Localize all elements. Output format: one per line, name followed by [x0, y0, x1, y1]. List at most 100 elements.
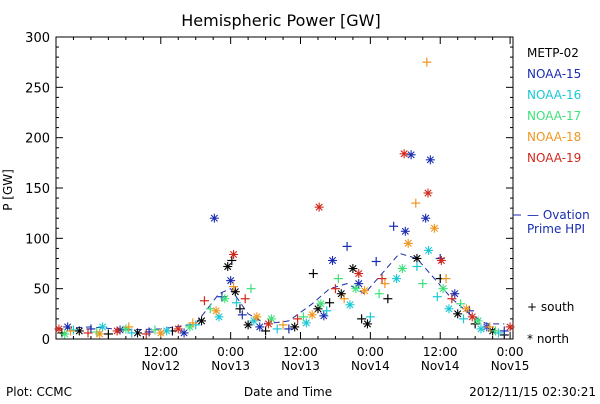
- point-noaa-18-south: [380, 279, 390, 289]
- point-noaa-18-south: [411, 198, 421, 208]
- point-noaa-18-south: [66, 326, 76, 336]
- ovation-hpi-line: [55, 252, 505, 331]
- point-noaa-18-south: [188, 318, 198, 328]
- point-noaa-15-south: [499, 326, 509, 336]
- y-tick-label: 300: [25, 31, 50, 46]
- point-metp-02-south: [261, 326, 271, 336]
- point-noaa-15-north: [209, 213, 219, 223]
- legend-entry-noaa-19: NOAA-19: [527, 151, 581, 165]
- y-tick-label: 50: [33, 283, 50, 298]
- point-noaa-17-south: [418, 279, 428, 289]
- point-noaa-19-north: [436, 255, 446, 265]
- point-noaa-16-south: [365, 312, 375, 322]
- point-noaa-17-north: [397, 264, 407, 274]
- point-noaa-18-north: [156, 328, 166, 338]
- point-noaa-15-south: [371, 256, 381, 266]
- point-metp-02-north: [74, 326, 84, 336]
- y-axis-label: P [GW]: [1, 169, 15, 211]
- plot-area: 05010015020025030012:00Nov120:00Nov1312:…: [25, 31, 529, 373]
- point-noaa-19-south: [377, 274, 387, 284]
- point-noaa-16-north: [444, 304, 454, 314]
- x-tick-label-time: 0:00: [217, 345, 244, 359]
- point-noaa-17-south: [491, 326, 501, 336]
- point-metp-02-north: [290, 322, 300, 332]
- point-noaa-19-north: [505, 322, 515, 332]
- legend: — Ovation Prime HPI + south * north METP…: [513, 46, 590, 346]
- x-axis-label: Date and Time: [244, 385, 332, 399]
- point-noaa-15-north: [255, 322, 265, 332]
- point-noaa-19-south: [330, 284, 340, 294]
- point-noaa-17-north: [220, 294, 230, 304]
- point-noaa-18-north: [211, 306, 221, 316]
- point-noaa-15-south: [389, 221, 399, 231]
- legend-entry-noaa-15: NOAA-15: [527, 67, 581, 81]
- point-metp-02-north: [336, 289, 346, 299]
- point-noaa-15-north: [421, 213, 431, 223]
- point-metp-02-north: [348, 264, 358, 274]
- x-tick-label-time: 12:00: [283, 345, 318, 359]
- point-noaa-16-north: [476, 324, 486, 334]
- point-noaa-17-north: [266, 314, 276, 324]
- legend-entry-noaa-17: NOAA-17: [527, 109, 581, 123]
- point-noaa-17-north: [60, 329, 70, 339]
- point-noaa-17-south: [333, 274, 343, 284]
- point-metp-02-south: [383, 294, 393, 304]
- point-noaa-16-south: [412, 262, 422, 272]
- point-noaa-16-south: [459, 314, 469, 324]
- point-noaa-16-south: [322, 306, 332, 316]
- y-tick-label: 0: [42, 333, 50, 348]
- legend-ovation-line1: — Ovation: [527, 208, 590, 222]
- point-noaa-15-north: [425, 155, 435, 165]
- point-noaa-18-south: [229, 282, 239, 292]
- legend-ovation-line2: Prime HPI: [527, 222, 585, 236]
- x-tick-label-date: Nov12: [141, 359, 180, 373]
- point-noaa-17-north: [438, 284, 448, 294]
- point-noaa-16-south: [127, 328, 137, 338]
- point-metp-02-north: [230, 287, 240, 297]
- point-noaa-18-south: [278, 320, 288, 330]
- point-noaa-19-south: [240, 294, 250, 304]
- x-tick-label-date: Nov15: [491, 359, 530, 373]
- point-noaa-17-south: [298, 312, 308, 322]
- legend-entry-noaa-16: NOAA-16: [527, 88, 581, 102]
- y-tick-label: 100: [25, 232, 50, 247]
- point-noaa-18-north: [95, 329, 105, 339]
- point-noaa-19-south: [83, 328, 93, 338]
- footer-plot-source: Plot: CCMC: [6, 385, 72, 399]
- point-metp-02-north: [133, 328, 143, 338]
- point-noaa-17-south: [374, 289, 384, 299]
- point-noaa-16-north: [162, 326, 172, 336]
- point-metp-02-south: [227, 255, 237, 265]
- legend-entry-noaa-18: NOAA-18: [527, 130, 581, 144]
- point-noaa-16-south: [432, 292, 442, 302]
- point-noaa-18-south: [422, 57, 432, 67]
- point-noaa-19-north: [423, 188, 433, 198]
- point-noaa-18-north: [307, 310, 317, 320]
- point-noaa-15-north: [328, 255, 338, 265]
- point-noaa-18-north: [360, 286, 370, 296]
- point-noaa-15-south: [284, 324, 294, 334]
- point-noaa-18-south: [485, 322, 495, 332]
- point-metp-02-north: [453, 309, 463, 319]
- point-noaa-19-north: [467, 312, 477, 322]
- legend-entry-metp-02: METP-02: [527, 46, 579, 60]
- point-metp-02-south: [325, 298, 335, 308]
- point-noaa-16-north: [98, 322, 108, 332]
- point-noaa-16-north: [301, 318, 311, 328]
- y-tick-label: 250: [25, 81, 50, 96]
- point-noaa-19-north: [112, 326, 122, 336]
- point-metp-02-north: [197, 316, 207, 326]
- point-noaa-17-south: [205, 304, 215, 314]
- point-noaa-19-north: [314, 202, 324, 212]
- point-noaa-15-north: [319, 311, 329, 321]
- point-noaa-15-north: [400, 226, 410, 236]
- point-noaa-18-south: [441, 274, 451, 284]
- point-metp-02-south: [103, 329, 113, 339]
- point-noaa-19-south: [293, 314, 303, 324]
- legend-marker-north: * north: [527, 332, 569, 346]
- y-tick-label: 150: [25, 182, 50, 197]
- point-noaa-15-north: [226, 276, 236, 286]
- x-tick-label-time: 12:00: [143, 345, 178, 359]
- point-noaa-18-north: [403, 238, 413, 248]
